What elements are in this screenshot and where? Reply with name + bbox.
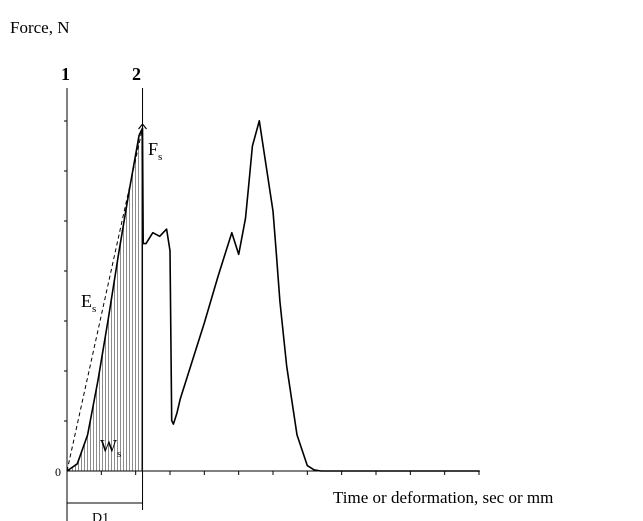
modulus-subscript: s xyxy=(92,303,96,315)
y-axis-label: Force, N xyxy=(10,18,69,37)
peak-force-subscript: s xyxy=(158,151,162,163)
work-area-fill xyxy=(67,128,143,471)
work-label: Ws xyxy=(100,436,121,460)
modulus-label: Es xyxy=(81,291,96,315)
x-axis-label: Time or deformation, sec or mm xyxy=(333,488,553,507)
line-1-label: 1 xyxy=(61,64,70,84)
secant-modulus-line xyxy=(66,127,144,472)
line-2-label: 2 xyxy=(132,64,141,84)
y-axis-ticks xyxy=(64,120,67,422)
origin-label: 0 xyxy=(55,465,61,479)
peak-arrow-icon xyxy=(138,123,148,130)
work-subscript: s xyxy=(117,448,121,460)
peak-force-label: Fs xyxy=(148,139,162,163)
d1-label: D1 xyxy=(92,511,109,521)
force-curve xyxy=(66,120,479,472)
